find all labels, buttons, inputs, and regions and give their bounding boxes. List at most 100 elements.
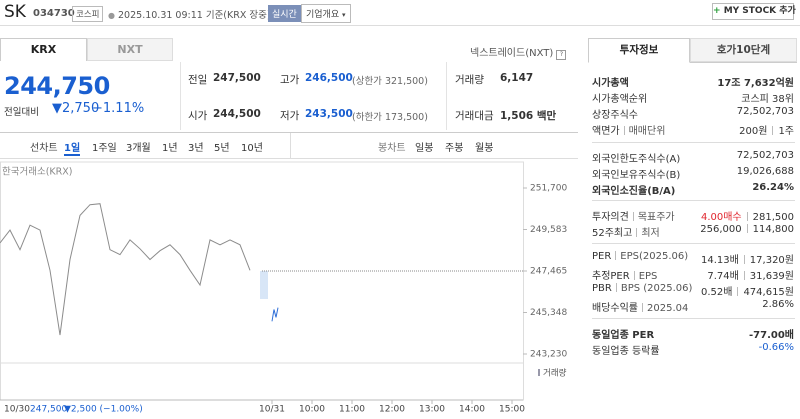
info-divider <box>592 243 795 244</box>
my-stock-button[interactable]: + MY STOCK 추가 <box>712 3 796 20</box>
info-value-part: 17조 7,632억원 <box>717 78 794 89</box>
exchange-tab-nxt[interactable]: NXT <box>87 38 173 61</box>
info-value-part: 281,500 <box>752 212 794 223</box>
info-value: 17조 7,632억원 <box>717 74 794 89</box>
info-label: 투자의견 목표주가 <box>592 208 675 223</box>
x-tick-label: 10:00 <box>299 405 325 415</box>
quote-divider <box>180 62 181 130</box>
info-label: 외국인보유주식수(B) <box>592 166 680 181</box>
info-value-part: 19,026,688 <box>736 166 794 177</box>
x-tick-label: 12:00 <box>379 405 405 415</box>
info-divider <box>592 200 795 201</box>
info-value-part: 256,000 <box>700 224 742 235</box>
quote-value: 6,147 <box>500 72 534 84</box>
info-value: 256,000 114,800 <box>700 224 794 235</box>
chart-tabs-bottom <box>0 158 578 159</box>
info-divider <box>592 318 795 319</box>
info-value-part: 0.52배 <box>700 287 733 298</box>
period-tab[interactable]: 5년 <box>214 143 230 154</box>
info-label-part: EPS <box>638 271 658 282</box>
quote-note: (하한가 173,500) <box>352 112 428 123</box>
info-label-part: 외국인한도주식수(A) <box>592 154 681 165</box>
info-value-part: 17,320원 <box>749 255 794 266</box>
info-value: 코스피 38위 <box>741 90 794 105</box>
info-value: 0.52배 474,615원 <box>701 283 794 298</box>
info-value-part: 474,615원 <box>743 287 794 298</box>
x-tick-label: 11:00 <box>339 405 365 415</box>
x-tick-label: 10/31 <box>259 405 285 415</box>
quote-value: 246,500 <box>305 72 353 84</box>
info-label: 배당수익률 2025.04 <box>592 299 688 314</box>
info-value-part: 코스피 38위 <box>741 94 794 105</box>
info-label: 동일업종 등락률 <box>592 342 660 357</box>
info-label-part: 외국인보유주식수(B) <box>592 170 681 181</box>
timestamp-text: 2025.10.31 09:11 기준(KRX 장중) <box>118 10 271 21</box>
nxt-link-text: 넥스트레이드(NXT) <box>470 48 554 59</box>
exchange-tab-krx[interactable]: KRX <box>0 38 87 61</box>
info-value-part: 7.74배 <box>707 271 739 282</box>
period-tab[interactable]: 1주일 <box>92 143 117 154</box>
info-value-part: 72,502,703 <box>736 106 794 117</box>
info-tab-orderbook[interactable]: 호가10단계 <box>690 38 797 62</box>
chart-tabs-divider <box>290 133 291 158</box>
separator <box>743 255 745 264</box>
prev-day-date: 10/30 <box>4 405 30 415</box>
nxt-link[interactable]: 넥스트레이드(NXT) ? <box>470 44 567 60</box>
candle-period-tab[interactable]: 월봉 <box>475 143 494 154</box>
separator <box>632 212 634 221</box>
current-price: 244,750 <box>4 72 110 100</box>
info-label: 액면가 매매단위 <box>592 122 665 137</box>
info-tab-invest[interactable]: 투자정보 <box>588 38 690 63</box>
info-value: 19,026,688 <box>737 166 794 177</box>
info-value-part: 72,502,703 <box>736 150 794 161</box>
timestamp: ● 2025.10.31 09:11 기준(KRX 장중) <box>108 10 271 21</box>
info-value-part: 31,639원 <box>749 271 794 282</box>
info-value: 200원 1주 <box>739 122 794 137</box>
quote-value: 1,506 백만 <box>500 110 557 122</box>
session-highlight <box>260 271 268 299</box>
separator <box>636 228 638 237</box>
period-tab[interactable]: 3개월 <box>126 143 151 154</box>
company-overview-label: 기업개요 <box>306 10 340 20</box>
info-label-part: 매매단위 <box>628 126 666 137</box>
header-divider <box>0 25 800 26</box>
period-tab[interactable]: 10년 <box>241 143 263 154</box>
period-tab[interactable]: 3년 <box>188 143 204 154</box>
y-tick-label: 243,230 <box>530 350 567 360</box>
volume-legend-swatch <box>538 369 540 376</box>
info-label-part: 52주최고 <box>592 228 633 239</box>
y-tick-label: 245,348 <box>530 308 567 318</box>
info-value-part: 26.24% <box>752 182 794 193</box>
market-badge: 코스피 <box>72 6 104 22</box>
candle-period-tab[interactable]: 일봉 <box>415 143 434 154</box>
prev-day-change: ▼2,500 (−1.00%) <box>64 405 143 415</box>
candle-period-tab[interactable]: 주봉 <box>445 143 464 154</box>
info-tabs-line <box>588 62 797 63</box>
info-divider <box>592 142 795 143</box>
separator <box>772 126 774 135</box>
separator <box>633 271 635 280</box>
my-stock-label: MY STOCK 추가 <box>723 6 796 16</box>
separator <box>615 283 617 292</box>
realtime-badge: 실시간 <box>268 5 301 22</box>
separator <box>615 251 617 260</box>
info-value-part: 1주 <box>778 126 794 137</box>
info-value: 7.74배 31,639원 <box>707 267 794 282</box>
info-label: 추정PER EPS <box>592 267 657 282</box>
period-tab[interactable]: 1일 <box>64 139 81 156</box>
info-value-part: 4.00매수 <box>700 212 742 223</box>
info-value: 26.24% <box>752 182 794 193</box>
prev-day-close: 247,500 <box>30 405 67 415</box>
quote-label: 전일 <box>188 74 208 86</box>
info-label-part: 목표주가 <box>637 212 675 223</box>
change-label: 전일대비 <box>4 107 39 118</box>
info-label-part: 동일업종 등락률 <box>592 346 660 357</box>
info-label-part: 동일업종 PER <box>592 330 655 341</box>
info-value: 72,502,703 <box>737 106 794 117</box>
company-overview-button[interactable]: 기업개요 ▾ <box>301 4 351 23</box>
info-value-part: 14.13배 <box>700 255 739 266</box>
info-label-part: EPS(2025.06) <box>620 251 689 262</box>
period-tab[interactable]: 1년 <box>162 143 178 154</box>
info-label: 외국인한도주식수(A) <box>592 150 680 165</box>
